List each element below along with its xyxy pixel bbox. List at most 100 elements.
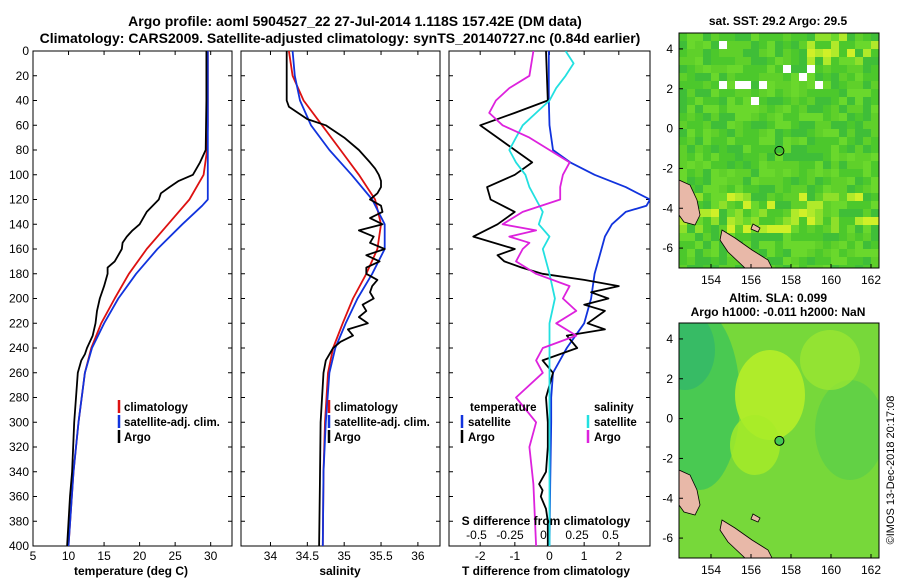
- sst-cell: [831, 73, 839, 81]
- sst-cell: [807, 121, 815, 129]
- sst-cell: [863, 89, 871, 97]
- sst-cell: [791, 225, 799, 233]
- sst-cell: [711, 97, 719, 105]
- map-y-tick-label: 4: [666, 42, 673, 56]
- y-tick-label: 140: [9, 217, 29, 231]
- sst-cell: [727, 193, 735, 201]
- sst-cell: [831, 265, 839, 268]
- map-x-tick-label: 154: [701, 563, 721, 577]
- sst-cell: [847, 145, 855, 153]
- sst-cell: [823, 57, 831, 65]
- sla-map-panel: Altim. SLA: 0.099 Argo h1000: -0.011 h20…: [662, 291, 881, 577]
- sst-cell: [687, 89, 695, 97]
- sst-cell: [799, 113, 807, 121]
- sst-cell: [767, 81, 775, 89]
- sst-cell: [855, 217, 863, 225]
- sst-cell: [735, 129, 743, 137]
- sst-cell: [855, 201, 863, 209]
- sst-cell: [711, 33, 719, 41]
- sst-cell: [871, 265, 879, 268]
- sst-cell: [743, 97, 751, 105]
- sst-cell: [719, 225, 727, 233]
- sst-cell: [695, 137, 703, 145]
- sst-cell: [799, 129, 807, 137]
- sst-cell: [791, 201, 799, 209]
- sst-cell: [799, 161, 807, 169]
- sst-cell: [871, 193, 879, 201]
- sst-cell: [679, 97, 687, 105]
- sst-cell: [831, 177, 839, 185]
- sst-cell: [719, 121, 727, 129]
- sst-cell: [831, 129, 839, 137]
- sst-cell: [759, 121, 767, 129]
- sst-cell: [759, 57, 767, 65]
- sst-cell: [775, 97, 783, 105]
- sst-cell: [735, 193, 743, 201]
- sst-cell: [855, 129, 863, 137]
- sst-cell: [783, 105, 791, 113]
- sst-cell: [735, 81, 743, 89]
- sla-map-ticks: 154 156 158 160 162 4 2 0 -2 -4 -6: [662, 332, 881, 577]
- sst-cell: [791, 41, 799, 49]
- sst-cell: [719, 73, 727, 81]
- sst-cell: [743, 201, 751, 209]
- sst-cell: [687, 153, 695, 161]
- sst-cell: [719, 169, 727, 177]
- sst-cell: [735, 41, 743, 49]
- sst-cell: [703, 81, 711, 89]
- temperature-plot-frame: [32, 50, 233, 547]
- sst-cell: [687, 81, 695, 89]
- sst-cell: [799, 65, 807, 73]
- sst-cell: [719, 113, 727, 121]
- sst-cell: [863, 41, 871, 49]
- sst-cell: [783, 121, 791, 129]
- sla-map-subtitle: Argo h1000: -0.011 h2000: NaN: [691, 305, 866, 319]
- sst-cell: [767, 249, 775, 257]
- sst-cell: [855, 249, 863, 257]
- sst-cell: [823, 105, 831, 113]
- sst-cell: [703, 113, 711, 121]
- sst-cell: [847, 105, 855, 113]
- sst-cell: [855, 105, 863, 113]
- sst-cell: [855, 257, 863, 265]
- sst-cell: [727, 33, 735, 41]
- sst-cell: [815, 105, 823, 113]
- sst-cell: [791, 161, 799, 169]
- sst-cell: [831, 97, 839, 105]
- sst-cell: [783, 201, 791, 209]
- y-tick-label: 20: [16, 69, 30, 83]
- sst-map-ticks: 154 156 158 160 162 4 2 0 -2 -4 -6: [662, 42, 881, 287]
- sst-cell: [839, 129, 847, 137]
- sst-cell: [719, 97, 727, 105]
- map-y-tick-label: -6: [662, 241, 673, 255]
- sst-cell: [775, 137, 783, 145]
- sst-cell: [847, 73, 855, 81]
- sst-cell: [703, 137, 711, 145]
- sst-cell: [791, 57, 799, 65]
- sst-cell: [783, 185, 791, 193]
- sst-cell: [695, 177, 703, 185]
- sst-cell: [799, 257, 807, 265]
- sst-cell: [783, 65, 791, 73]
- sst-cell: [791, 193, 799, 201]
- sst-cell: [823, 265, 831, 268]
- sst-cell: [759, 41, 767, 49]
- x2-tick-label: -0.5: [466, 528, 487, 542]
- series-argo: [66, 51, 208, 546]
- sst-cell: [791, 105, 799, 113]
- sst-cell: [831, 121, 839, 129]
- sst-cell: [783, 209, 791, 217]
- sla-high-region: [730, 415, 780, 475]
- salinity-series: [285, 51, 386, 546]
- sst-cell: [831, 105, 839, 113]
- sst-cell: [743, 33, 751, 41]
- sst-cell: [703, 249, 711, 257]
- sst-cell: [719, 265, 727, 268]
- sst-cell: [823, 249, 831, 257]
- sst-cell: [871, 49, 879, 57]
- sst-cell: [687, 105, 695, 113]
- y-tick-label: 160: [9, 242, 29, 256]
- salinity-axis-ticks: 34 34.5 35 35.5 36: [241, 50, 440, 563]
- sst-cell: [839, 201, 847, 209]
- sst-cell: [807, 241, 815, 249]
